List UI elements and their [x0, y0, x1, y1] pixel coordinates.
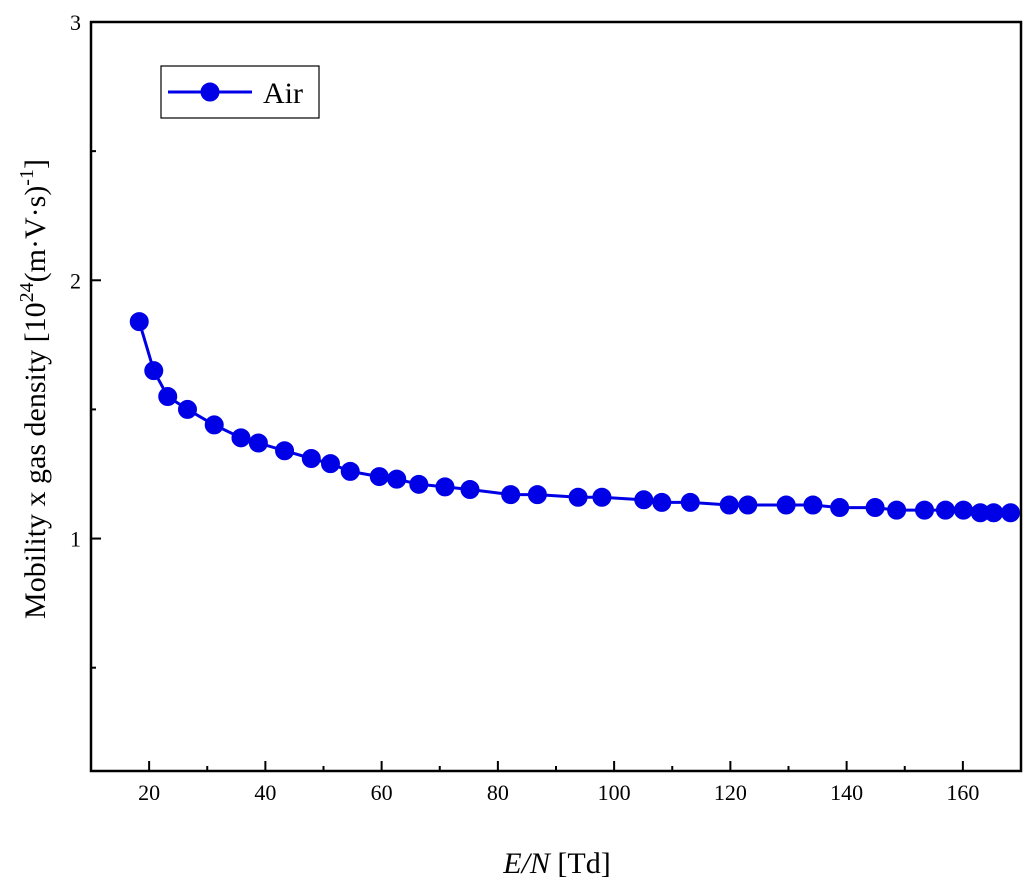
legend-label-air: Air [263, 77, 303, 110]
data-point-air [248, 433, 268, 453]
data-point-air [803, 495, 823, 515]
data-point-air [634, 490, 654, 510]
x-axis-title-unit: [Td] [550, 847, 611, 880]
data-point-air [144, 361, 164, 381]
data-point-air [435, 477, 455, 497]
data-point-air [158, 387, 178, 406]
data-point-air [301, 448, 321, 468]
data-point-air [680, 492, 700, 512]
data-point-air [340, 461, 360, 481]
data-point-air [460, 479, 480, 499]
data-point-air [935, 500, 955, 520]
data-point-air [953, 500, 973, 520]
data-point-air [231, 428, 251, 448]
data-point-air [320, 454, 340, 474]
data-point-air [887, 500, 907, 520]
legend: Air [160, 65, 320, 119]
data-point-air [830, 498, 850, 518]
data-point-air [592, 487, 612, 507]
y-axis-ticks: 1 2 3 [70, 10, 101, 669]
x-tick-label: 100 [598, 780, 631, 805]
data-point-air [738, 495, 758, 515]
y-axis-title-sup2: -1 [16, 169, 38, 186]
x-tick-label: 80 [487, 780, 509, 805]
data-point-air [527, 485, 547, 505]
x-tick-label: 160 [946, 780, 979, 805]
x-axis-ticks: 20 40 60 80 100 120 140 160 [90, 761, 1022, 805]
series-layer [129, 312, 1021, 523]
y-tick-label: 1 [70, 527, 81, 552]
y-tick-label: 3 [70, 10, 81, 35]
x-tick-label: 40 [254, 780, 276, 805]
x-axis-title-var: E/N [502, 847, 552, 880]
data-point-air [1001, 503, 1021, 523]
data-point-air [387, 469, 407, 489]
legend-marker [200, 82, 220, 102]
data-point-air [568, 487, 588, 507]
x-tick-label: 120 [714, 780, 747, 805]
y-axis-title-mid: (m·V·s) [19, 186, 52, 283]
data-point-air [129, 312, 149, 332]
x-tick-label: 60 [371, 780, 393, 805]
data-point-air [776, 495, 796, 515]
data-point-air [204, 415, 224, 435]
data-point-air [501, 485, 521, 505]
y-axis-title-sup1: 24 [16, 282, 38, 302]
x-tick-label: 140 [830, 780, 863, 805]
data-point-air [409, 474, 429, 494]
data-point-air [275, 441, 295, 461]
data-point-air [369, 467, 389, 487]
x-tick-label: 20 [138, 780, 160, 805]
series-line-air [137, 321, 1011, 515]
y-axis-title-main: Mobility x gas density [10 [19, 302, 52, 619]
y-tick-label: 2 [70, 268, 81, 293]
plot-frame [89, 20, 1023, 773]
data-point-air [719, 495, 739, 515]
y-axis-title: Mobility x gas density [1024(m·V·s)-1] [16, 159, 52, 619]
data-point-air [652, 492, 672, 512]
data-point-air [915, 500, 935, 520]
x-axis-title: E/N [Td] [502, 847, 610, 880]
y-axis-title-end: ] [19, 159, 52, 169]
data-point-air [865, 498, 885, 518]
data-point-air [177, 399, 197, 419]
data-point-air [984, 503, 1004, 523]
